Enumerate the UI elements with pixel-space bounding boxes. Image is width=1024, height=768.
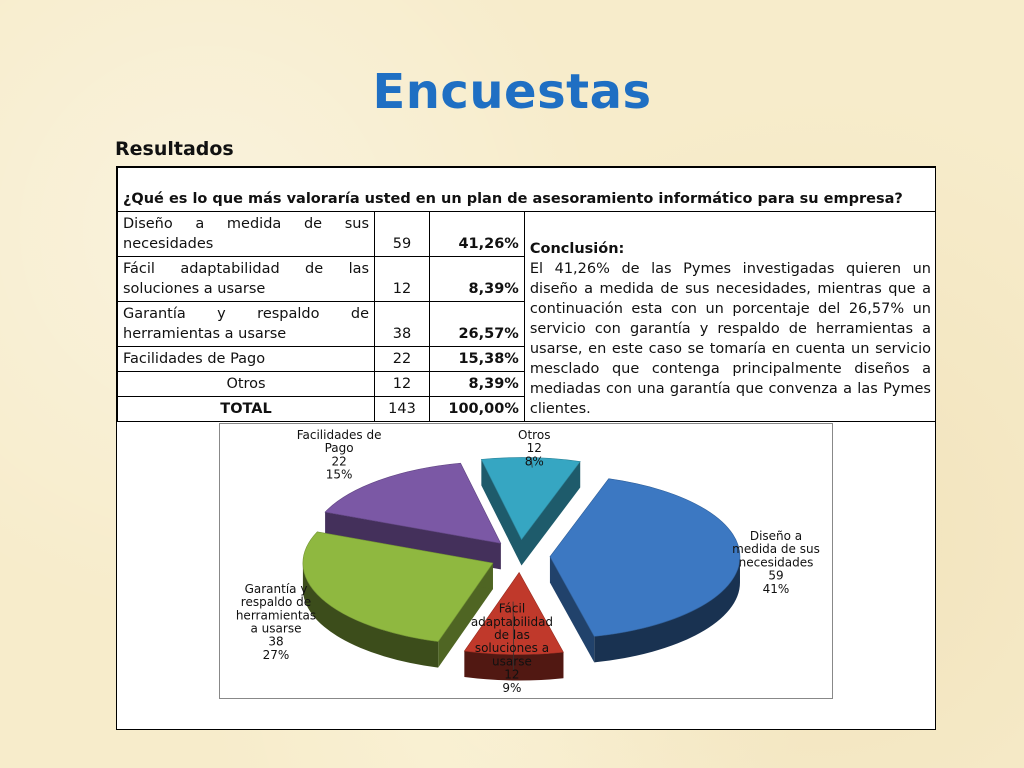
row-percent: 26,57% [428, 301, 525, 347]
conclusion-cell: Conclusión: El 41,26% de las Pymes inves… [523, 211, 935, 422]
row-percent: 8,39% [428, 371, 525, 397]
row-percent: 8,39% [428, 256, 525, 302]
row-count: 12 [374, 371, 430, 397]
pie-slice [302, 531, 494, 668]
pie-chart: Diseño a medida de sus necesidades 59 41% Fác… [236, 428, 820, 695]
row-count: 38 [374, 301, 430, 347]
row-count: 22 [374, 346, 430, 372]
row-label: Garantía y respaldo de herramientas a us… [117, 301, 376, 347]
survey-sheet: ¿Qué es lo que más valoraría usted en un… [116, 166, 936, 730]
row-count: 59 [374, 211, 430, 257]
pie-slice [480, 457, 581, 566]
row-percent: 15,38% [428, 346, 525, 372]
pie-chart-box: Diseño a medida de sus necesidades 59 41% Fác… [219, 423, 833, 699]
total-count: 143 [374, 396, 430, 422]
slice-label: Facilidades de Pago 22 15% [297, 428, 382, 482]
survey-question: ¿Qué es lo que más valoraría usted en un… [117, 167, 935, 212]
row-percent: 41,26% [428, 211, 525, 257]
slide-title: Encuestas [372, 64, 652, 120]
pie-slice [463, 571, 564, 681]
slice-leader-line [512, 601, 515, 671]
total-percent: 100,00% [428, 396, 525, 422]
pie-slice [324, 462, 502, 570]
total-label: TOTAL [117, 396, 376, 422]
slice-leader-line [530, 457, 533, 468]
slice-label: Garantía y respaldo de herramientas a usars… [236, 582, 316, 662]
slice-label: Fácil adaptabilidad de las soluciones a usar… [471, 602, 553, 695]
row-label: Diseño a medida de sus necesidades [117, 211, 376, 257]
slice-label: Diseño a medida de sus necesidades 59 41% [732, 529, 820, 596]
survey-table: ¿Qué es lo que más valoraría usted en un… [117, 167, 935, 422]
row-count: 12 [374, 256, 430, 302]
slice-label: Otros 12 8% [518, 428, 550, 468]
conclusion-text: El 41,26% de las Pymes investigadas quie… [529, 261, 931, 417]
pie-slice [549, 478, 741, 663]
row-label: Otros [117, 371, 376, 397]
slide-subtitle: Resultados [115, 138, 234, 160]
row-label: Fácil adaptabilidad de las soluciones a … [117, 256, 376, 302]
conclusion-title: Conclusión: [529, 241, 625, 257]
row-label: Facilidades de Pago [117, 346, 376, 372]
